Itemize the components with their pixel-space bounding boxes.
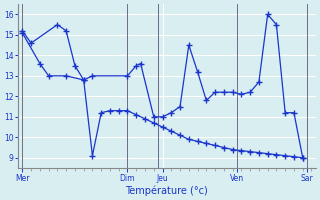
X-axis label: Température (°c): Température (°c) [125,185,208,196]
